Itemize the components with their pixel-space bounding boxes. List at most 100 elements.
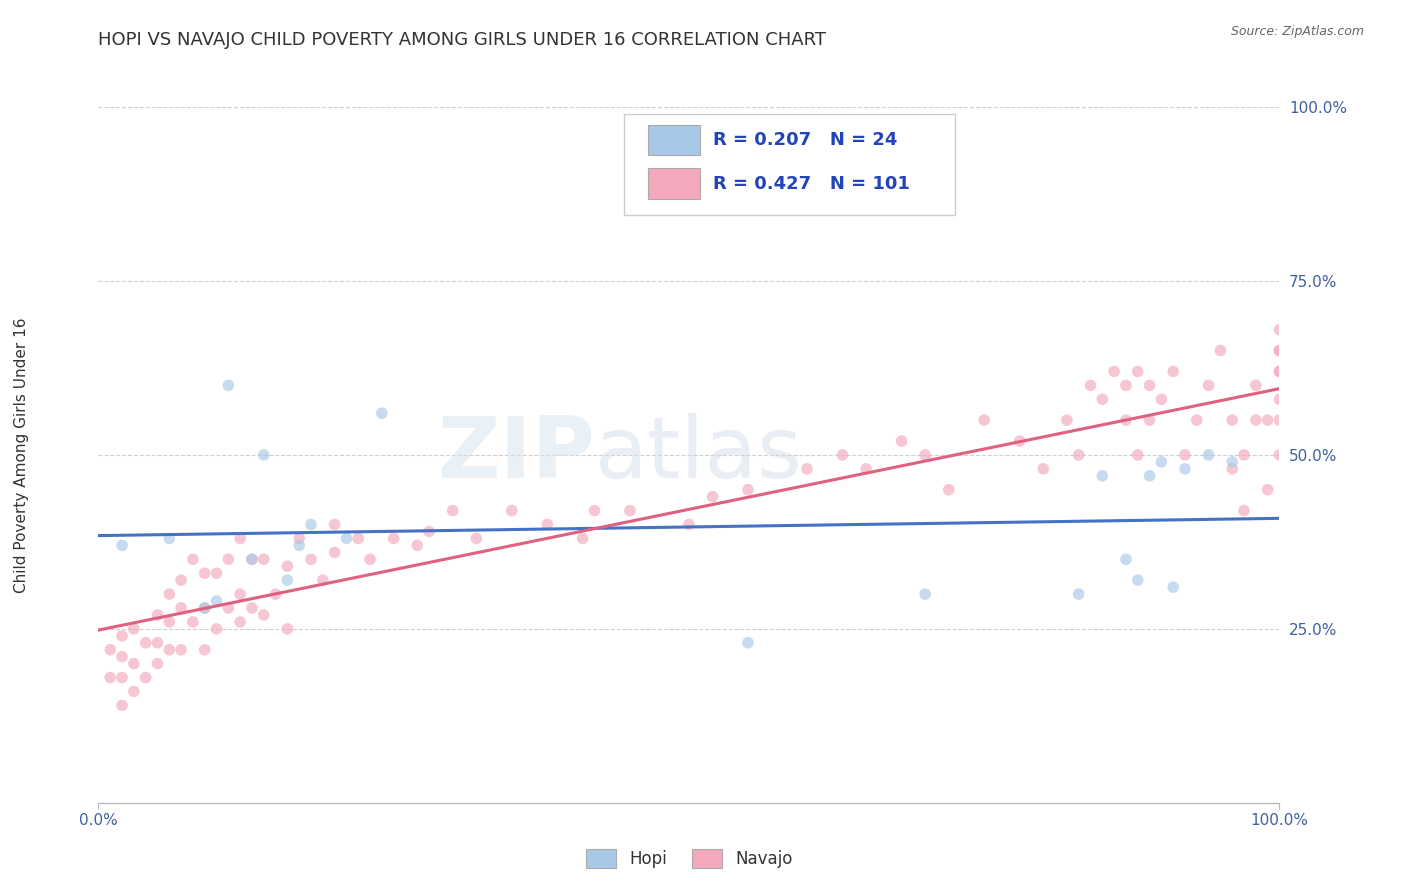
Point: [536, 517, 558, 532]
Point: [347, 532, 370, 546]
Point: [1185, 413, 1208, 427]
Point: [1161, 364, 1184, 378]
Point: [1209, 343, 1232, 358]
Legend: Hopi, Navajo: Hopi, Navajo: [579, 842, 799, 874]
Point: [1174, 448, 1197, 462]
Point: [1067, 587, 1090, 601]
Point: [194, 601, 217, 615]
Point: [1150, 392, 1173, 407]
Point: [240, 601, 263, 615]
Point: [111, 538, 134, 552]
Text: ZIP: ZIP: [437, 413, 595, 497]
Point: [1126, 364, 1149, 378]
Point: [1220, 413, 1243, 427]
Point: [323, 545, 346, 559]
Point: [583, 503, 606, 517]
Point: [299, 517, 322, 532]
Point: [157, 642, 180, 657]
Point: [1268, 413, 1291, 427]
Text: R = 0.427   N = 101: R = 0.427 N = 101: [713, 175, 910, 193]
Point: [181, 552, 204, 566]
Point: [194, 601, 217, 615]
Point: [1257, 413, 1279, 427]
Point: [157, 587, 180, 601]
Point: [253, 607, 276, 622]
Text: atlas: atlas: [595, 413, 803, 497]
Point: [890, 434, 912, 448]
Point: [737, 636, 759, 650]
Point: [1091, 392, 1114, 407]
Text: HOPI VS NAVAJO CHILD POVERTY AMONG GIRLS UNDER 16 CORRELATION CHART: HOPI VS NAVAJO CHILD POVERTY AMONG GIRLS…: [98, 31, 827, 49]
Point: [382, 532, 405, 546]
Point: [122, 622, 145, 636]
Point: [1056, 413, 1078, 427]
Point: [1220, 462, 1243, 476]
Point: [170, 642, 193, 657]
Point: [1161, 580, 1184, 594]
Point: [181, 615, 204, 629]
Point: [737, 483, 759, 497]
Point: [914, 448, 936, 462]
Point: [312, 573, 335, 587]
Point: [855, 462, 877, 476]
Point: [157, 532, 180, 546]
Point: [146, 607, 169, 622]
Point: [1126, 573, 1149, 587]
Point: [229, 587, 252, 601]
Point: [1257, 483, 1279, 497]
Point: [135, 636, 157, 650]
Point: [441, 503, 464, 517]
FancyBboxPatch shape: [648, 125, 700, 155]
Point: [1174, 462, 1197, 476]
Point: [1067, 448, 1090, 462]
Point: [323, 517, 346, 532]
Point: [335, 532, 357, 546]
Point: [1268, 392, 1291, 407]
Point: [678, 517, 700, 532]
Point: [253, 448, 276, 462]
Point: [1268, 343, 1291, 358]
Point: [1268, 448, 1291, 462]
Point: [122, 684, 145, 698]
Point: [229, 615, 252, 629]
Point: [1150, 455, 1173, 469]
Point: [217, 552, 239, 566]
Point: [194, 642, 217, 657]
Point: [111, 698, 134, 713]
Point: [157, 615, 180, 629]
Point: [264, 587, 287, 601]
Point: [914, 587, 936, 601]
Point: [1080, 378, 1102, 392]
Point: [1032, 462, 1054, 476]
Point: [276, 622, 298, 636]
Point: [1115, 552, 1137, 566]
Point: [170, 601, 193, 615]
Point: [146, 636, 169, 650]
Point: [1244, 413, 1267, 427]
Point: [406, 538, 429, 552]
Point: [1220, 455, 1243, 469]
Point: [796, 462, 818, 476]
Point: [1115, 378, 1137, 392]
Point: [205, 594, 228, 608]
Point: [111, 649, 134, 664]
Point: [501, 503, 523, 517]
FancyBboxPatch shape: [624, 114, 955, 215]
Point: [1233, 503, 1256, 517]
Point: [299, 552, 322, 566]
Point: [217, 378, 239, 392]
Point: [288, 538, 311, 552]
Point: [1008, 434, 1031, 448]
Point: [619, 503, 641, 517]
Point: [135, 671, 157, 685]
Point: [973, 413, 995, 427]
Point: [571, 532, 593, 546]
Point: [111, 671, 134, 685]
Point: [205, 622, 228, 636]
Point: [240, 552, 263, 566]
Point: [371, 406, 394, 420]
Point: [831, 448, 853, 462]
Point: [217, 601, 239, 615]
Point: [1268, 323, 1291, 337]
Point: [1139, 468, 1161, 483]
